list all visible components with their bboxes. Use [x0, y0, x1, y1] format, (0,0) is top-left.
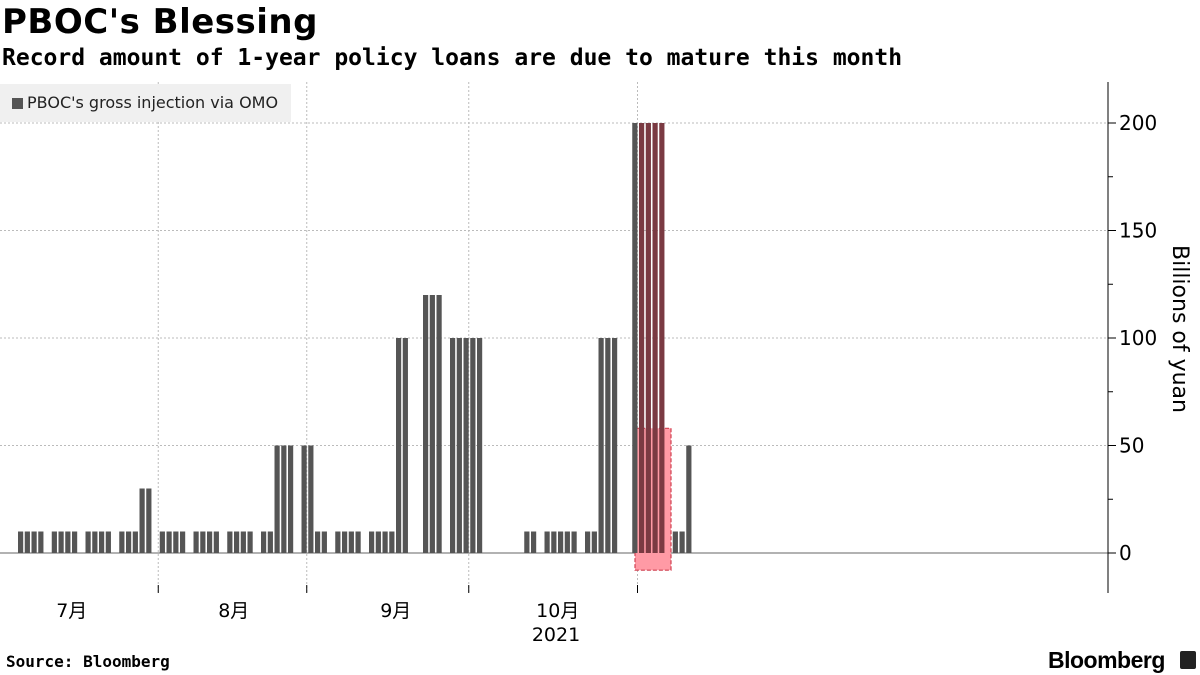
bar [51, 531, 57, 553]
bar [402, 338, 408, 553]
bloomberg-logo: Bloomberg [1048, 647, 1165, 673]
bar [126, 531, 132, 553]
bar [348, 531, 354, 553]
y-tick-label: 50 [1119, 434, 1144, 458]
bar [99, 531, 105, 553]
month-label: 7月 [56, 600, 87, 622]
bar [659, 123, 665, 553]
bloomberg-terminal-icon [1180, 651, 1196, 669]
bar [38, 531, 44, 553]
bar [382, 531, 388, 553]
bar [470, 338, 476, 553]
chart-legend: PBOC's gross injection via OMO [0, 84, 291, 122]
bar [571, 531, 577, 553]
bar [18, 531, 24, 553]
y-tick-label: 200 [1119, 111, 1157, 135]
bar [85, 531, 91, 553]
bar [423, 295, 429, 553]
bar [24, 531, 30, 553]
bar [679, 531, 685, 553]
bar [180, 531, 186, 553]
chart-subtitle: Record amount of 1-year policy loans are… [2, 45, 903, 71]
bar [652, 123, 658, 553]
bar [58, 531, 64, 553]
bar [301, 445, 307, 553]
bar [31, 531, 37, 553]
bar [173, 531, 179, 553]
bar [193, 531, 199, 553]
bar [166, 531, 172, 553]
bar [531, 531, 537, 553]
bar [551, 531, 557, 553]
bar [132, 531, 138, 553]
bar [639, 123, 645, 553]
month-label: 10月 [536, 600, 579, 622]
bar [72, 531, 78, 553]
bar [315, 531, 321, 553]
bar [396, 338, 402, 553]
month-label: 8月 [218, 600, 249, 622]
bar [558, 531, 564, 553]
source-note: Source: Bloomberg [6, 652, 170, 671]
bar [342, 531, 348, 553]
bar [477, 338, 483, 553]
y-tick-label: 100 [1119, 326, 1157, 350]
bar [612, 338, 618, 553]
y-tick-label: 0 [1119, 541, 1132, 565]
bar [92, 531, 98, 553]
bar [200, 531, 206, 553]
bar [375, 531, 381, 553]
bar [355, 531, 361, 553]
bar [240, 531, 246, 553]
year-label: 2021 [532, 624, 580, 646]
bar [463, 338, 469, 553]
month-label: 9月 [380, 600, 411, 622]
y-axis-label: Billions of yuan [1167, 245, 1192, 413]
bar [672, 531, 678, 553]
bar [591, 531, 597, 553]
bar [139, 488, 145, 553]
y-tick-label: 150 [1119, 219, 1157, 243]
bar [308, 445, 314, 553]
bar [436, 295, 442, 553]
bar [686, 445, 692, 553]
bar [564, 531, 570, 553]
bar [105, 531, 111, 553]
bar [267, 531, 273, 553]
bar [544, 531, 550, 553]
bar [65, 531, 71, 553]
legend-swatch [12, 98, 23, 109]
bar [146, 488, 152, 553]
bar [335, 531, 341, 553]
bar [288, 445, 294, 553]
bar [429, 295, 435, 553]
bar [119, 531, 125, 553]
bar [585, 531, 591, 553]
chart-title: PBOC's Blessing [2, 2, 318, 42]
bar [456, 338, 462, 553]
bar [159, 531, 165, 553]
bar [450, 338, 456, 553]
bar [598, 338, 604, 553]
bar [261, 531, 267, 553]
bar [207, 531, 213, 553]
bar [213, 531, 219, 553]
bar [321, 531, 327, 553]
bar [524, 531, 530, 553]
bar [632, 123, 638, 553]
bar [281, 445, 287, 553]
bar [247, 531, 253, 553]
bar [645, 123, 651, 553]
bar [389, 531, 395, 553]
bar [369, 531, 375, 553]
legend-label: PBOC's gross injection via OMO [27, 93, 279, 112]
bar [227, 531, 233, 553]
bar [234, 531, 240, 553]
bar [274, 445, 280, 553]
bar [605, 338, 611, 553]
